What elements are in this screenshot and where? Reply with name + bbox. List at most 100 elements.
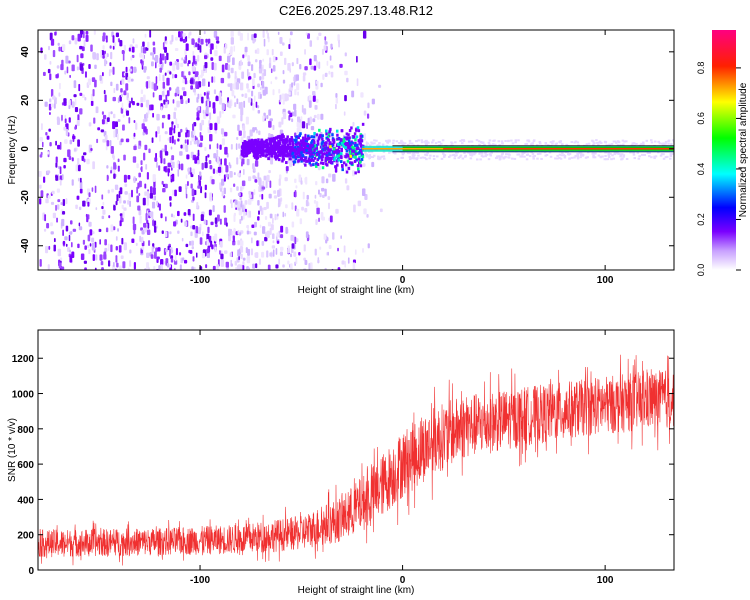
spectrogram-cell xyxy=(632,151,635,154)
spectrogram-cell xyxy=(46,135,50,140)
spectrogram-cell xyxy=(268,120,272,128)
spectrogram-cell xyxy=(357,157,360,161)
spectrogram-cell xyxy=(316,139,320,143)
spectrogram-cell xyxy=(253,167,256,172)
spectrogram-cell xyxy=(282,70,285,75)
spectrogram-cell xyxy=(152,41,156,46)
spectrogram-cell xyxy=(352,262,356,270)
spectrogram-cell xyxy=(240,200,243,208)
spectrogram-cell xyxy=(155,247,158,252)
spectrogram-cell xyxy=(172,99,175,104)
spectrogram-cell xyxy=(295,152,299,156)
spectrogram-cell xyxy=(344,146,347,150)
spectrogram-cell xyxy=(237,230,240,235)
spectrogram-cell xyxy=(256,240,259,247)
spectrogram-cell xyxy=(352,135,356,139)
spectrogram-cell xyxy=(153,265,156,270)
spectrogram-cell xyxy=(120,88,123,93)
spectrogram-cell xyxy=(253,188,256,195)
spectrogram-xtick-label: 0 xyxy=(400,275,406,286)
spectrogram-cell xyxy=(347,257,350,264)
spectrogram-cell xyxy=(263,207,267,211)
spectrogram-cell xyxy=(421,156,425,159)
spectrogram-cell xyxy=(330,43,333,49)
spectrogram-cell xyxy=(191,266,194,270)
spectrogram-cell xyxy=(607,154,611,157)
spectrogram-cell xyxy=(358,148,362,152)
spectrogram-cell xyxy=(219,97,223,105)
spectrogram-cell xyxy=(291,202,294,210)
spectrogram-cell xyxy=(252,127,256,132)
spectrogram-cell xyxy=(406,151,410,154)
spectrogram-cell xyxy=(297,147,300,151)
spectrogram-cell xyxy=(270,224,274,231)
spectrogram-cell xyxy=(76,119,80,127)
spectrogram-cell xyxy=(110,111,113,115)
spectrogram-cell xyxy=(615,151,618,154)
spectrogram-cell xyxy=(463,151,466,154)
spectrogram-cell xyxy=(105,227,109,233)
spectrogram-cell xyxy=(306,194,309,200)
spectrogram-cell xyxy=(277,148,281,152)
spectrogram-cell xyxy=(278,121,282,128)
spectrogram-cell xyxy=(299,145,302,149)
spectrogram-cell xyxy=(112,121,116,130)
spectrogram-cell xyxy=(133,229,136,235)
spectrogram-cell xyxy=(314,105,318,110)
spectrogram-cell xyxy=(348,152,352,156)
spectrogram-cell xyxy=(203,91,206,96)
spectrogram-cell xyxy=(240,145,244,149)
spectrogram-cell xyxy=(146,198,150,206)
spectrogram-cell xyxy=(301,206,304,211)
spectrogram-cell xyxy=(225,62,229,70)
spectrogram-cell xyxy=(285,149,289,153)
spectrogram-cell xyxy=(312,118,316,123)
spectrogram-cell xyxy=(228,100,232,109)
spectrogram-cell xyxy=(608,156,611,159)
spectrogram-cell xyxy=(664,140,668,143)
spectrogram-cell xyxy=(278,199,281,207)
spectrogram-cell xyxy=(314,248,317,256)
spectrogram-cell xyxy=(432,139,435,142)
spectrogram-cell xyxy=(401,156,405,159)
spectrogram-cell xyxy=(295,143,298,147)
spectrogram-cell xyxy=(193,266,196,270)
spectrogram-cell xyxy=(254,150,258,154)
spectrogram-cell xyxy=(229,199,233,204)
spectrogram-cell xyxy=(142,246,145,250)
spectrogram-cell xyxy=(127,267,130,270)
spectrogram-cell xyxy=(238,130,242,136)
spectrogram-cell xyxy=(321,176,325,184)
spectrogram-cell xyxy=(662,153,665,156)
spectrogram-cell xyxy=(281,159,284,163)
spectrogram-cell xyxy=(161,90,165,97)
spectrogram-cell xyxy=(80,253,85,261)
spectrogram-cell xyxy=(329,127,332,131)
spectrogram-cell xyxy=(213,31,218,38)
spectrogram-cell xyxy=(348,141,352,145)
spectrogram-cell xyxy=(248,190,252,195)
spectrogram-cell xyxy=(247,88,251,93)
spectrogram-cell xyxy=(57,199,61,203)
spectrogram-cell xyxy=(146,252,150,258)
spectrogram-cell xyxy=(149,192,153,199)
spectrogram-cell xyxy=(337,145,341,149)
spectrogram-cell xyxy=(299,218,303,225)
spectrogram-cell xyxy=(342,144,346,148)
spectrogram-cell xyxy=(457,156,461,159)
spectrogram-cell xyxy=(122,114,125,118)
spectrogram-cell xyxy=(488,143,491,146)
spectrogram-cell xyxy=(328,202,330,210)
spectrogram-cell xyxy=(220,158,222,165)
spectrogram-cell xyxy=(55,162,58,168)
spectrogram-cell xyxy=(108,69,113,73)
spectrogram-cell xyxy=(181,57,184,61)
spectrogram-cell xyxy=(283,138,286,142)
spectrogram-cell xyxy=(201,252,206,259)
spectrogram-cell xyxy=(367,243,370,249)
spectrogram-cell xyxy=(608,143,611,146)
spectrogram-cell xyxy=(300,151,303,155)
spectrogram-cell xyxy=(616,144,620,147)
spectrogram-cell xyxy=(268,193,272,199)
spectrogram-cell xyxy=(69,231,73,235)
